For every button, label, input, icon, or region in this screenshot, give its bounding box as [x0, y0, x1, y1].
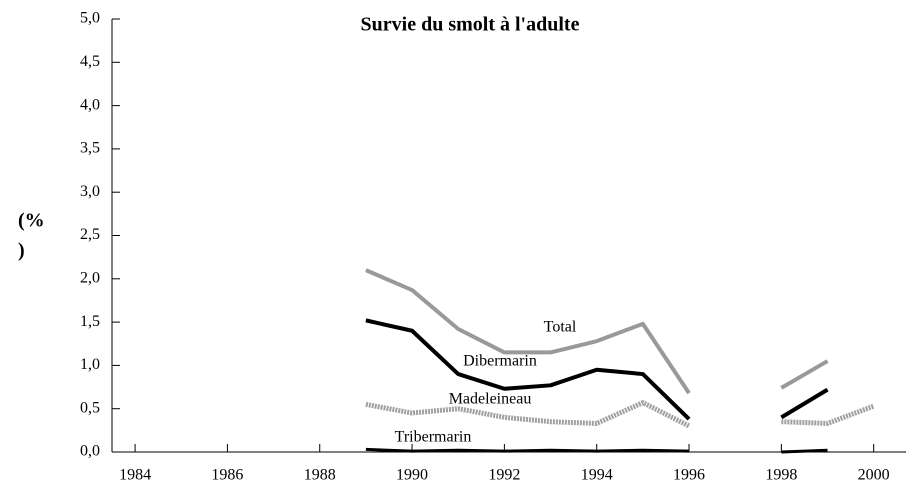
x-tick-label: 1994 — [581, 467, 613, 484]
x-tick-label: 2000 — [858, 467, 890, 484]
y-tick-label: 2,0 — [80, 269, 100, 286]
chart-title: Survie du smolt à l'adulte — [361, 14, 580, 36]
y-axis-label: (% — [18, 210, 45, 232]
x-tick-label: 1984 — [119, 467, 151, 484]
series-line — [365, 400, 875, 429]
x-tick-label: 1986 — [211, 467, 243, 484]
y-tick-label: 3,0 — [80, 183, 100, 200]
x-tick-label: 1988 — [304, 467, 336, 484]
series-line — [365, 447, 828, 454]
series-line — [365, 268, 829, 395]
x-tick-label: 1992 — [488, 467, 520, 484]
y-tick-label: 3,5 — [80, 140, 100, 157]
y-tick-label: 5,0 — [80, 10, 100, 27]
y-tick-label: 1,0 — [80, 356, 100, 373]
series-label: Tribermarin — [395, 429, 472, 446]
series-label: Dibermarin — [463, 353, 537, 370]
x-tick-label: 1998 — [765, 467, 797, 484]
y-tick-label: 2,5 — [80, 226, 100, 243]
y-axis-label: ) — [18, 240, 25, 262]
series-line — [365, 318, 829, 421]
y-tick-label: 4,0 — [80, 96, 100, 113]
y-tick-label: 0,5 — [80, 399, 100, 416]
x-tick-label: 1996 — [673, 467, 705, 484]
series-label: Madeleineau — [449, 391, 532, 408]
y-tick-label: 4,5 — [80, 53, 100, 70]
y-tick-label: 0,0 — [80, 443, 100, 460]
series-label: Total — [544, 319, 577, 336]
x-tick-label: 1990 — [396, 467, 428, 484]
y-tick-label: 1,5 — [80, 313, 100, 330]
